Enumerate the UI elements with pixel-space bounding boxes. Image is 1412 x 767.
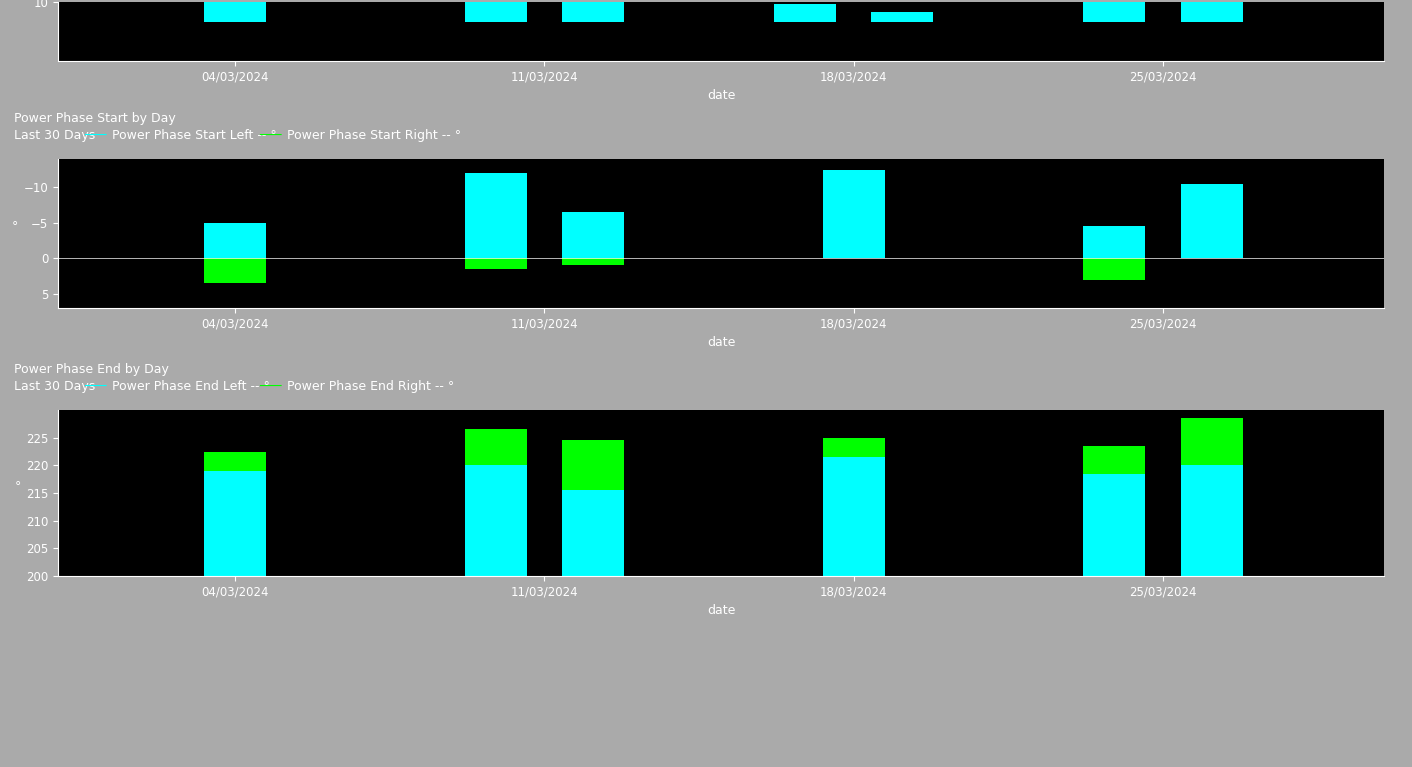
- Text: Power Phase End Right -- °: Power Phase End Right -- °: [287, 380, 455, 393]
- Text: Power Phase Start Left -- °: Power Phase Start Left -- °: [112, 129, 277, 142]
- Bar: [1180, 418, 1243, 466]
- Text: Power Phase Start Right -- °: Power Phase Start Right -- °: [287, 129, 462, 142]
- Bar: [1083, 474, 1145, 576]
- Bar: [562, 490, 624, 576]
- Bar: [871, 12, 933, 21]
- X-axis label: date: date: [707, 336, 736, 349]
- Text: Last 30 Days: Last 30 Days: [14, 129, 95, 142]
- X-axis label: date: date: [707, 89, 736, 102]
- Y-axis label: °: °: [14, 480, 21, 493]
- Bar: [1083, 446, 1145, 474]
- Bar: [465, 258, 527, 269]
- Bar: [562, 440, 624, 490]
- Bar: [562, 212, 624, 258]
- Text: Last 30 Days: Last 30 Days: [14, 380, 95, 393]
- Bar: [465, 466, 527, 576]
- Bar: [562, 0, 624, 21]
- Text: ───: ───: [83, 380, 114, 393]
- Bar: [1180, 0, 1243, 21]
- Y-axis label: °: °: [13, 220, 18, 233]
- Text: ───: ───: [83, 129, 114, 142]
- Bar: [823, 457, 884, 576]
- Bar: [203, 0, 265, 21]
- Text: Power Phase End by Day: Power Phase End by Day: [14, 363, 169, 376]
- Bar: [465, 0, 527, 21]
- Bar: [465, 173, 527, 258]
- Bar: [465, 430, 527, 466]
- X-axis label: date: date: [707, 604, 736, 617]
- Text: Power Phase Start by Day: Power Phase Start by Day: [14, 112, 175, 125]
- Bar: [774, 4, 836, 21]
- Bar: [203, 223, 265, 258]
- Bar: [823, 438, 884, 457]
- Bar: [1083, 0, 1145, 21]
- Bar: [823, 170, 884, 258]
- Bar: [1180, 466, 1243, 576]
- Bar: [562, 258, 624, 265]
- Bar: [1180, 184, 1243, 258]
- Bar: [203, 258, 265, 283]
- Text: Power Phase End Left -- °: Power Phase End Left -- °: [112, 380, 270, 393]
- Bar: [203, 452, 265, 471]
- Bar: [203, 471, 265, 576]
- Bar: [1083, 226, 1145, 258]
- Bar: [1083, 258, 1145, 280]
- Text: ───: ───: [258, 380, 289, 393]
- Text: ───: ───: [258, 129, 289, 142]
